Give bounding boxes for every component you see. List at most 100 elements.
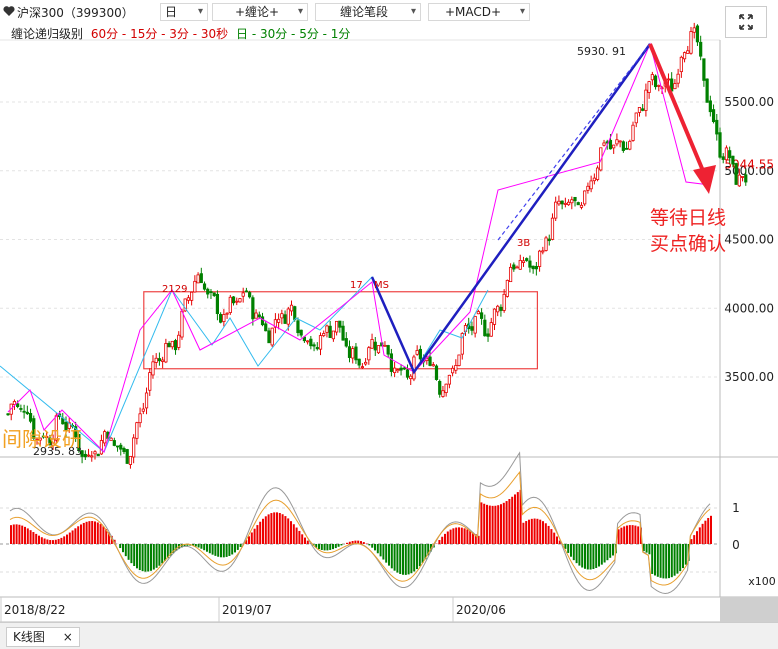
macd-bar [251,532,253,544]
macd-bar [682,544,684,568]
macd-bar [542,521,544,544]
macd-bar [590,544,592,570]
macd-bar [321,544,323,550]
macd-bar [634,526,636,544]
macd-bar [44,539,46,544]
buy-point-label: 3B [517,238,530,249]
macd-bar [693,535,695,544]
candle-body [390,354,392,372]
macd-bar [254,529,256,544]
candle-body [126,449,128,463]
candle-body [132,438,134,457]
candle-body [738,175,740,186]
candle-body [190,292,192,300]
macd-bar [88,521,90,544]
candle-body [94,452,96,454]
axis-corner [720,597,778,622]
macd-bar [217,544,219,557]
macd-bar [632,525,634,544]
macd-bar [150,544,152,571]
macd-bar [80,524,82,544]
candle-body [368,348,370,360]
candle-body [693,28,695,32]
macd-bar [32,532,34,544]
candle-body [20,408,22,409]
macd-bar [97,522,99,544]
candle-body [332,331,334,339]
macd-bar [125,544,127,556]
macd-bar [27,528,29,544]
macd-bar [86,522,88,544]
candle-body [477,312,479,314]
macd-bar [581,544,583,567]
macd-bar [707,518,709,544]
candle-body [252,298,254,319]
macd-bar [52,540,54,544]
candle-body [429,357,431,365]
candle-body [136,423,138,439]
macd-bar [318,544,320,549]
stroke-lines [0,44,716,452]
kline-chart[interactable]: 5500.005000.004500.004000.003500.005044.… [0,0,778,622]
macd-bar [284,516,286,544]
macd-bar [399,544,401,574]
macd-bar [262,519,264,544]
macd-bar [573,544,575,560]
macd-bar [534,519,536,544]
macd-bar [500,504,502,544]
macd-bar [483,504,485,544]
y-tick-label: 5500.00 [724,95,774,109]
macd-bar [391,544,393,568]
candle-body [120,445,122,449]
macd-bar [668,544,670,578]
macd-bar [329,544,331,550]
candle-body [103,432,105,443]
candle-body [165,343,167,361]
macd-bar [223,544,225,557]
macd-bar [293,524,295,544]
macd-bar [234,544,236,552]
candle-body [355,347,357,360]
bottom-tabbar: K线图 × [0,622,778,649]
macd-bar [702,524,704,544]
candle-body [113,440,115,445]
candle-body [564,203,566,204]
macd-bar [674,544,676,576]
candle-body [377,346,379,353]
macd-bar [648,544,650,554]
candle-body [339,321,341,327]
candle-body [168,343,170,347]
candle-body [258,315,260,317]
macd-bar [461,528,463,544]
macd-bar [212,544,214,555]
candle-body [654,76,656,87]
candle-body [493,309,495,324]
candle-body [277,319,279,322]
candle-body [632,125,634,140]
tab-kline[interactable]: K线图 × [6,627,80,647]
macd-bar [226,544,228,557]
candle-body [683,53,685,59]
macd-bar [214,544,216,556]
close-icon[interactable]: × [63,630,73,644]
macd-bar [685,544,687,565]
macd-bar [18,525,20,544]
candle-body [232,297,234,303]
candle-body [696,26,698,42]
candle-body [503,294,505,310]
macd-bar [405,544,407,575]
macd-bar [265,516,267,544]
macd-bar [679,544,681,571]
macd-bar [553,533,555,544]
macd-bar [486,505,488,544]
candle-body [529,261,531,267]
macd-bar [550,529,552,544]
macd-bar [620,528,622,544]
macd-bar [13,524,15,544]
candle-body [574,197,576,200]
macd-bar [94,521,96,544]
x-tick-label: 2019/07 [222,603,272,617]
candle-body [145,393,147,408]
candle-body [91,456,93,457]
peak-left-label: 2129 [162,284,187,295]
